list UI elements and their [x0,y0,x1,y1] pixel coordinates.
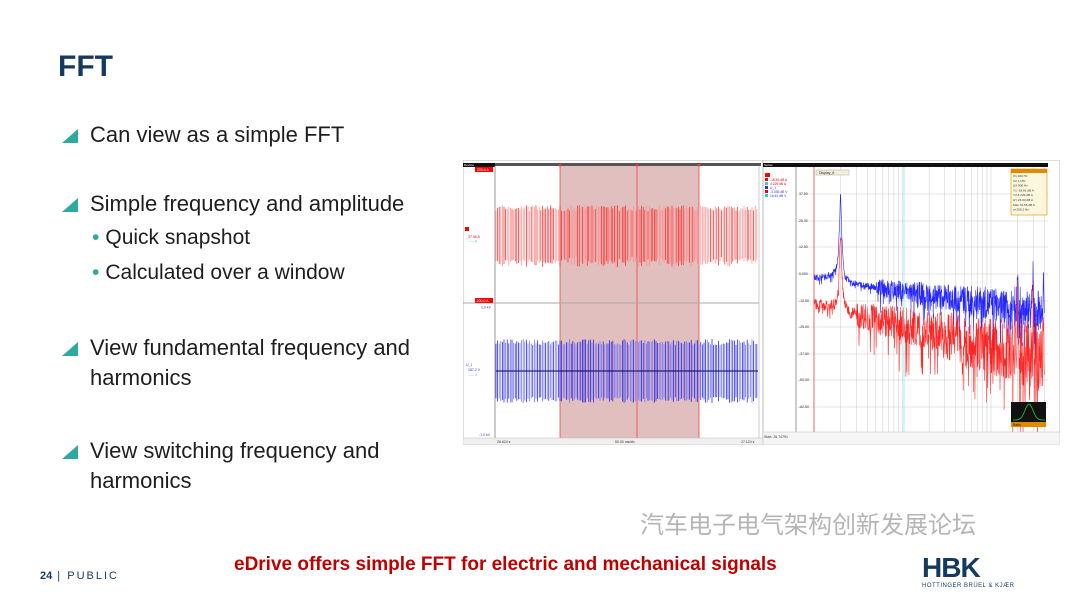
voltage-name: U_1 [466,363,472,367]
y-tick-label: -50.00 [799,378,809,382]
voltage-max-label: 1.0 kV [481,306,492,310]
fft-view: Series 37.50 25.00 12.50 0.000 -12.50 -25.00 -… [763,160,1060,445]
cursor-readout-line: X2 1 kHz [1013,179,1026,183]
time-per-div: 50.00 ms/div [615,440,635,444]
sub-bullet-window: • Calculated over a window [92,261,345,285]
sub-bullet-text: Calculated over a window [105,261,345,284]
y-tick-label: 0.000 [799,272,808,276]
legend-swatch [765,178,768,181]
legend-entry: 4.229 dB A [770,182,787,186]
header-label: Series [764,163,773,167]
bullet-text: harmonics [90,468,192,493]
logo-subtext: HOTTINGER BRÜEL & KJÆR [922,583,1015,589]
display-label[interactable]: Display_6 [819,171,834,175]
y-tick-label: -12.50 [799,299,809,303]
y-tick-label: 12.50 [799,245,808,249]
cursor-readout-line: ΔY 23.03 dB A [1013,198,1034,202]
legend-entry: -18.81 dB A [770,178,788,182]
legend-swatch [765,190,768,193]
current-unit: ----- A [468,240,478,244]
triangle-bullet-icon [62,198,78,212]
hbk-logo: HBK HOTTINGER BRÜEL & KJÆR [922,553,1032,598]
y-tick-label: 37.50 [799,192,808,196]
bullet-text: View switching frequency and [90,438,380,463]
bullet-text: View fundamental frequency and [90,335,411,360]
current-value: 37.06 A [468,235,481,239]
header-label: Review [464,163,475,167]
time-domain-view: Review 200.0 A 37.06 A ----- A -200.0 A … [463,160,763,445]
tagline: eDrive offers simple FFT for electric an… [234,554,777,575]
sub-bullet-quick-snapshot: • Quick snapshot [92,226,250,250]
start-time: Start: 26.74791 [764,435,788,439]
sub-bullet-text: Quick snapshot [105,226,251,249]
voltage-value: 187.2 V [468,368,481,372]
current-min-label: -200.0 A [476,299,490,303]
y-tick-label: -25.00 [799,325,809,329]
y-tick-label: -62.50 [799,405,809,409]
fft-spectrum-line [813,237,1045,445]
cursor-readout-line: Y1 -18.81 dB A [1013,188,1035,192]
window-shape-icon [1012,403,1046,421]
voltage-unit: ----- V [468,373,478,377]
cursor-readout-line: X1 100 Hz [1013,174,1028,178]
dot-bullet-icon: • [92,226,100,249]
legend-swatch [765,186,768,189]
page-number: 24 [40,570,53,582]
triangle-bullet-icon [62,342,78,356]
bullet-text: Can view as a simple FFT [90,122,345,147]
page-footer: 24 | PUBLIC [40,570,119,582]
current-max-label: 200.0 A [477,168,490,172]
triangle-bullet-icon [62,445,78,459]
classification-label: PUBLIC [67,570,119,582]
time-start: 26.624 s [497,440,511,444]
watermark: 汽车电子电气架构创新发展论坛 [640,512,976,539]
legend-entry: U_1 [770,186,776,190]
cursor-readout-line: ΔX 900 Hz [1013,184,1028,188]
dot-bullet-icon: • [92,261,100,284]
legend-swatch [765,182,768,185]
fft-traces [813,194,1045,445]
y-tick-label: 25.00 [799,219,808,223]
current-trace [495,205,758,268]
voltage-trace [495,339,758,403]
legend-swatch [765,194,768,197]
window-label: Ratio [1013,423,1021,427]
bullet-text: harmonics [90,365,192,390]
triangle-bullet-icon [62,129,78,143]
legend-entry: -3.036 dB V [770,190,788,194]
fft-spectrum-line [813,194,1045,353]
cursor-readout-line: Y2 4.229 dB A [1013,193,1034,197]
cursor-readout-line: at 200.2 Hz [1013,208,1029,212]
cursor-readout-line: Max 31.55 dB A [1013,203,1036,207]
cursor-readout-box [1010,168,1048,216]
fft-legend: -18.81 dB A4.229 dB AU_1-3.036 dB V16.61… [765,178,788,198]
bullet-text: Simple frequency and amplitude [90,191,405,216]
legend-entry: 16.61 dB V [770,194,787,198]
logo-text: HBK [922,552,981,583]
y-tick-label: -37.50 [799,352,809,356]
time-end: 27.124 s [741,440,755,444]
slide-title: FFT [58,50,113,83]
voltage-min-label: -1.0 kV [479,433,491,437]
fft-window-region[interactable] [560,166,699,438]
